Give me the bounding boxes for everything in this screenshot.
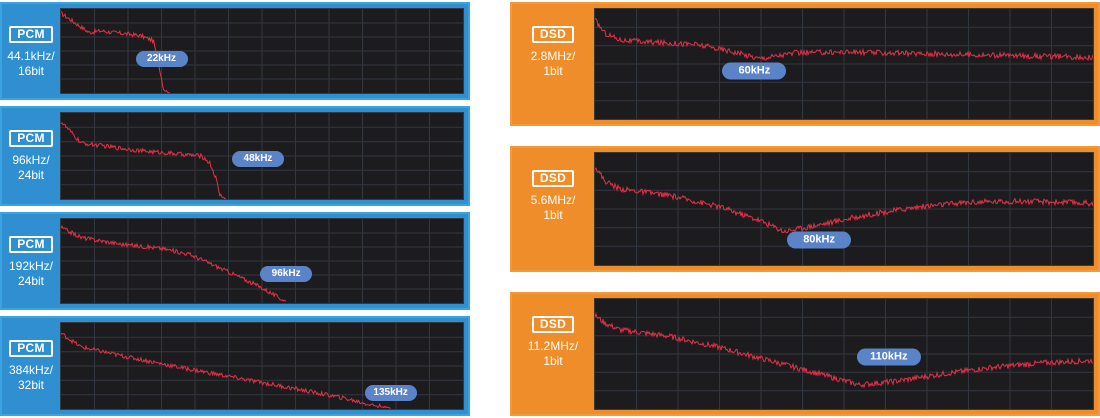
cutoff-annotation: 135kHz: [364, 384, 417, 401]
cutoff-annotation: 22kHz: [135, 51, 188, 68]
sample-rate: 5.6MHz/: [530, 193, 576, 207]
plot-canvas: [61, 219, 463, 303]
cutoff-annotation: 96kHz: [260, 266, 313, 283]
sample-rate: 2.8MHz/: [530, 49, 576, 63]
format-label: DSD 5.6MHz/1bit: [512, 148, 594, 270]
pcm-panel-3: PCM 192kHz/24bit 96kHz: [0, 212, 470, 310]
sample-rate: 44.1kHz/: [7, 49, 55, 63]
format-spec: 192kHz/24bit: [9, 259, 53, 289]
bit-depth: 24bit: [17, 168, 44, 182]
dsd-panel-7: DSD 11.2MHz/1bit 110kHz: [510, 292, 1100, 416]
pcm-panel-2: PCM 96kHz/24bit 48kHz: [0, 106, 470, 206]
pcm-panel-4: PCM 384kHz/32bit 135kHz: [0, 316, 470, 416]
spectrum-plot: 110kHz: [594, 298, 1094, 410]
format-badge: DSD: [531, 26, 575, 43]
plot-canvas: [61, 9, 463, 93]
bit-depth: 24bit: [17, 274, 45, 288]
format-badge: PCM: [9, 236, 53, 253]
sample-rate: 11.2MHz/: [527, 339, 579, 353]
format-label: PCM 384kHz/32bit: [2, 318, 60, 414]
cutoff-annotation: 60kHz: [722, 62, 787, 80]
bit-depth: 1bit: [543, 354, 563, 368]
cutoff-annotation: 80kHz: [787, 231, 852, 249]
plot-canvas: [61, 113, 463, 199]
spectrum-trace: [595, 167, 1093, 234]
spectrum-trace: [61, 11, 170, 93]
bit-depth: 1bit: [543, 208, 563, 222]
spectrum-plot: 22kHz: [60, 8, 464, 94]
plot-canvas: [595, 9, 1093, 119]
format-label: PCM 44.1kHz/16bit: [2, 4, 60, 98]
cutoff-annotation: 110kHz: [856, 348, 921, 366]
plot-canvas: [595, 299, 1093, 409]
spectrum-plot: 48kHz: [60, 112, 464, 200]
spectrum-trace: [595, 311, 1093, 389]
format-spec: 11.2MHz/1bit: [528, 339, 578, 369]
format-label: PCM 192kHz/24bit: [2, 214, 60, 308]
spectrum-plot: 60kHz: [594, 8, 1094, 120]
format-spec: 96kHz/24bit: [12, 153, 49, 183]
format-spec: 44.1kHz/16bit: [7, 49, 54, 79]
format-label: PCM 96kHz/24bit: [2, 108, 60, 204]
format-spec: 2.8MHz/1bit: [531, 49, 576, 79]
bit-depth: 1bit: [543, 64, 563, 78]
format-spec: 384kHz/32bit: [9, 363, 53, 393]
spectrum-plot: 80kHz: [594, 152, 1094, 266]
format-badge: DSD: [531, 316, 575, 333]
spectrum-trace: [61, 122, 226, 199]
bit-depth: 32bit: [17, 378, 45, 392]
format-badge: PCM: [9, 340, 53, 357]
sample-rate: 96kHz/: [12, 153, 50, 167]
pcm-panel-1: PCM 44.1kHz/16bit 22kHz: [0, 2, 470, 100]
sample-rate: 384kHz/: [8, 363, 54, 377]
format-spec: 5.6MHz/1bit: [531, 193, 576, 223]
dsd-panel-6: DSD 5.6MHz/1bit 80kHz: [510, 146, 1100, 272]
spectrum-trace: [61, 224, 287, 302]
dsd-panel-5: DSD 2.8MHz/1bit 60kHz: [510, 2, 1100, 126]
bit-depth: 16bit: [17, 64, 44, 78]
spectrum-plot: 96kHz: [60, 218, 464, 304]
format-label: DSD 11.2MHz/1bit: [512, 294, 594, 414]
format-badge: PCM: [9, 130, 53, 147]
format-label: DSD 2.8MHz/1bit: [512, 4, 594, 124]
spectrum-trace: [595, 18, 1093, 62]
format-badge: PCM: [9, 26, 53, 43]
spectrum-plot: 135kHz: [60, 322, 464, 410]
format-badge: DSD: [531, 170, 575, 187]
cutoff-annotation: 48kHz: [231, 150, 284, 167]
spectrum-trace: [61, 332, 391, 409]
sample-rate: 192kHz/: [8, 259, 54, 273]
